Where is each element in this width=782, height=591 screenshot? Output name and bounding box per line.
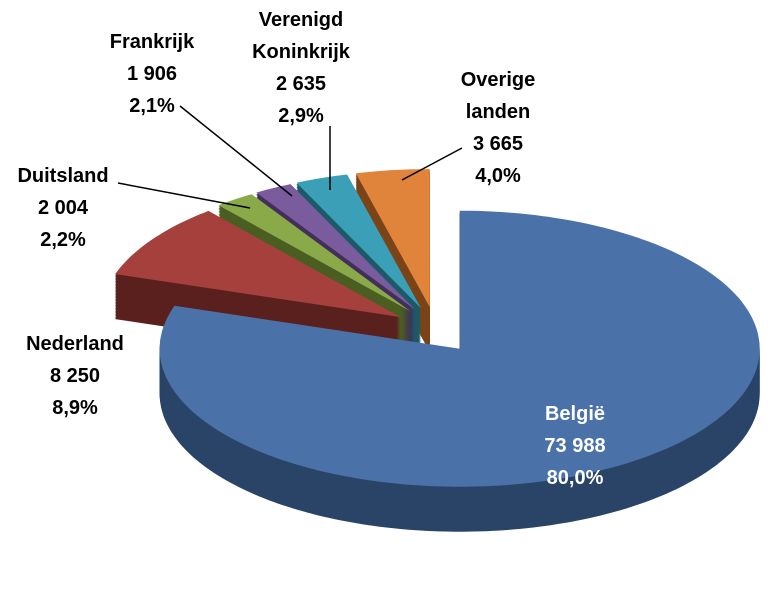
category-label: Frankrijk [109, 31, 195, 53]
percent-label: 2,2% [40, 229, 86, 251]
percent-label: 2,1% [129, 95, 175, 117]
slice-label: Overige landen 3 665 4,0% [448, 64, 548, 192]
category-label: Overige landen [460, 69, 536, 123]
percent-label: 2,9% [278, 105, 324, 127]
value-label: 73 988 [544, 435, 606, 457]
value-label: 3 665 [472, 133, 524, 155]
slice [159, 210, 760, 487]
percent-label: 8,9% [52, 397, 98, 419]
slice [218, 194, 411, 312]
slice-label: Frankrijk 1 906 2,1% [92, 26, 212, 122]
slice-label: Duitsland 2 004 2,2% [3, 160, 123, 256]
value-label: 2 635 [275, 73, 327, 95]
percent-label: 4,0% [475, 165, 521, 187]
leader-line [401, 147, 463, 181]
slice-label: België 73 988 80,0% [505, 398, 645, 494]
percent-label: 80,0% [546, 467, 604, 489]
slice [115, 210, 401, 318]
slice-label: Nederland 8 250 8,9% [10, 328, 140, 424]
value-label: 1 906 [126, 63, 178, 85]
slice [256, 184, 416, 310]
category-label: Verenigd Koninkrijk [252, 9, 350, 63]
category-label: Duitsland [17, 165, 109, 187]
value-label: 2 004 [37, 197, 89, 219]
category-label: Nederland [26, 333, 124, 355]
leader-line [117, 182, 251, 209]
leader-line [179, 105, 293, 197]
slice [355, 169, 430, 308]
value-label: 8 250 [49, 365, 101, 387]
slice [296, 174, 422, 309]
category-label: België [544, 403, 606, 425]
slice-label: Verenigd Koninkrijk 2 635 2,9% [239, 4, 364, 132]
